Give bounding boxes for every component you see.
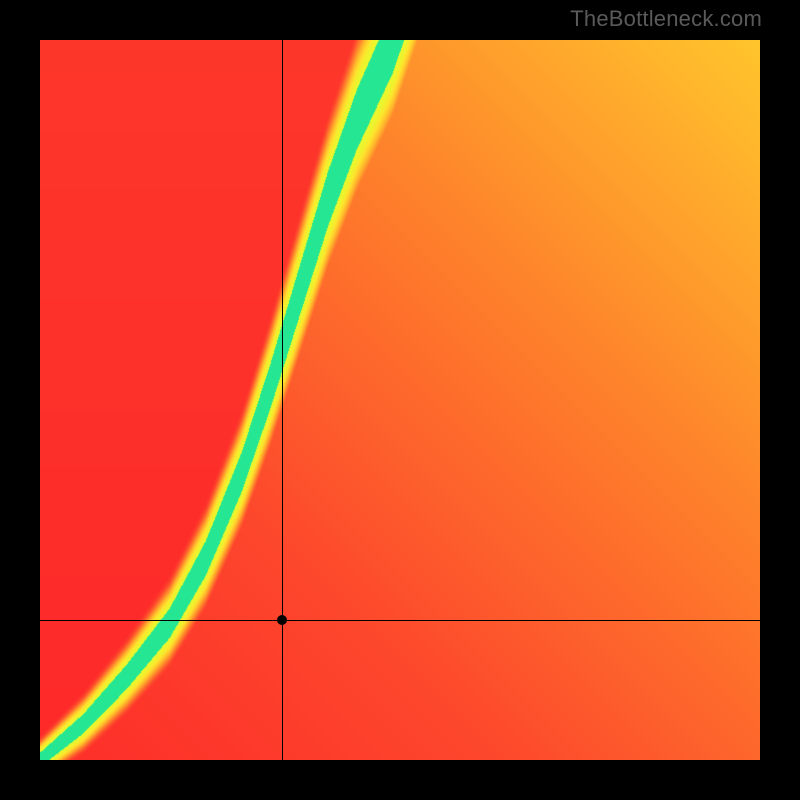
crosshair-horizontal bbox=[40, 620, 760, 621]
watermark-text: TheBottleneck.com bbox=[570, 6, 762, 32]
heatmap-canvas bbox=[40, 40, 760, 760]
heatmap-plot bbox=[40, 40, 760, 760]
crosshair-marker bbox=[277, 615, 287, 625]
crosshair-vertical bbox=[282, 40, 283, 760]
